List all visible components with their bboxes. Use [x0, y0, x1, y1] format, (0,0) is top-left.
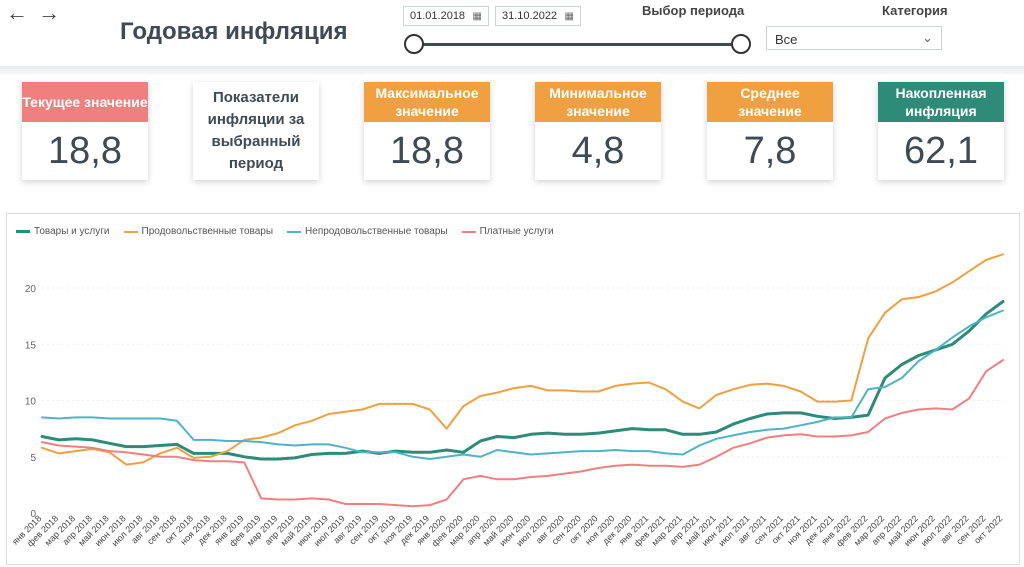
calendar-icon[interactable]: ▦ — [564, 10, 574, 22]
kpi-avg-value: 7,8 — [743, 130, 797, 172]
period-slider-track[interactable] — [414, 43, 741, 46]
kpi-avg-card: Среднее значение 7,8 — [707, 82, 833, 180]
kpi-info-text: Показатели инфляции за выбранный период — [207, 89, 305, 172]
inflation-chart-panel — [6, 213, 1020, 565]
forward-arrow-icon[interactable]: → — [38, 0, 63, 25]
kpi-accum-label: Накопленная инфляция — [878, 82, 1004, 122]
kpi-current-card: Текущее значение 18,8 — [22, 82, 148, 180]
kpi-avg-label: Среднее значение — [707, 82, 833, 122]
legend-item[interactable]: Продовольственные товары — [123, 226, 274, 237]
date-to-field[interactable]: 31.10.2022 ▦ — [495, 6, 581, 26]
legend-swatch — [287, 230, 302, 233]
legend-item[interactable]: Платные услуги — [461, 226, 554, 237]
kpi-info-card: Показатели инфляции за выбранный период — [193, 82, 319, 180]
legend-swatch — [123, 230, 138, 233]
legend-label: Непродовольственные товары — [305, 226, 448, 237]
back-arrow-icon[interactable]: ← — [6, 0, 30, 25]
category-select[interactable]: Все ⌄ — [766, 26, 942, 50]
date-from-value: 01.01.2018 — [410, 10, 466, 22]
kpi-max-value: 18,8 — [390, 130, 464, 172]
legend-label: Товары и услуги — [34, 226, 110, 237]
legend-label: Продовольственные товары — [141, 226, 274, 237]
chart-legend: Товары и услуги Продовольственные товары… — [16, 226, 554, 237]
kpi-current-value: 18,8 — [48, 130, 122, 172]
legend-swatch — [16, 230, 30, 233]
category-label: Категория — [882, 3, 948, 18]
kpi-min-label: Минимальное значение — [535, 82, 661, 122]
period-label: Выбор периода — [642, 3, 745, 18]
period-slider-end-handle[interactable] — [731, 34, 751, 54]
legend-item[interactable]: Товары и услуги — [16, 226, 110, 237]
category-select-value: Все — [775, 32, 798, 47]
kpi-min-value: 4,8 — [571, 130, 625, 172]
legend-label: Платные услуги — [479, 226, 554, 237]
kpi-max-card: Максимальное значение 18,8 — [364, 82, 490, 180]
date-to-value: 31.10.2022 — [502, 10, 558, 22]
header-divider — [0, 66, 1024, 74]
kpi-min-card: Минимальное значение 4,8 — [535, 82, 661, 180]
page-title: Годовая инфляция — [120, 18, 348, 45]
period-slider-start-handle[interactable] — [404, 34, 424, 54]
nav-arrows: ← → — [6, 0, 62, 26]
kpi-current-label: Текущее значение — [22, 82, 148, 122]
legend-swatch — [461, 230, 476, 233]
date-from-field[interactable]: 01.01.2018 ▦ — [403, 6, 489, 26]
calendar-icon[interactable]: ▦ — [472, 10, 482, 22]
chevron-down-icon: ⌄ — [922, 30, 933, 45]
kpi-max-label: Максимальное значение — [364, 82, 490, 122]
kpi-accum-card: Накопленная инфляция 62,1 — [878, 82, 1004, 180]
kpi-accum-value: 62,1 — [904, 130, 978, 172]
legend-item[interactable]: Непродовольственные товары — [287, 226, 448, 237]
